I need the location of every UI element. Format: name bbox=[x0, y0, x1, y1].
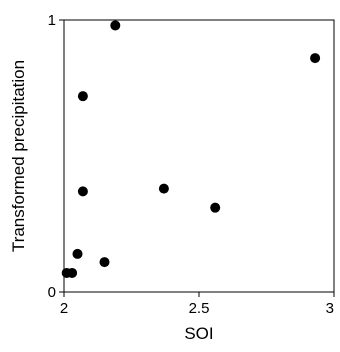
plot-frame bbox=[63, 19, 335, 293]
x-tick-label: 2 bbox=[60, 300, 68, 317]
x-tick-label: 2.5 bbox=[189, 300, 210, 317]
tick-labels: 2 2.5 3 0 1 bbox=[48, 12, 334, 317]
data-point bbox=[99, 257, 110, 268]
x-axis-label: SOI bbox=[184, 324, 213, 343]
data-point bbox=[210, 202, 221, 213]
data-point bbox=[158, 183, 169, 194]
axis-ticks bbox=[59, 19, 335, 297]
data-point bbox=[110, 20, 121, 31]
x-tick-label: 3 bbox=[326, 300, 334, 317]
data-points bbox=[61, 20, 321, 278]
data-point bbox=[72, 248, 83, 259]
y-tick-label: 0 bbox=[48, 284, 56, 301]
y-tick-label: 1 bbox=[48, 12, 56, 29]
data-point bbox=[310, 53, 321, 64]
data-point bbox=[77, 91, 88, 102]
data-point bbox=[77, 186, 88, 197]
y-axis-label: Transformed precipitation bbox=[9, 60, 28, 252]
data-point bbox=[67, 267, 78, 278]
